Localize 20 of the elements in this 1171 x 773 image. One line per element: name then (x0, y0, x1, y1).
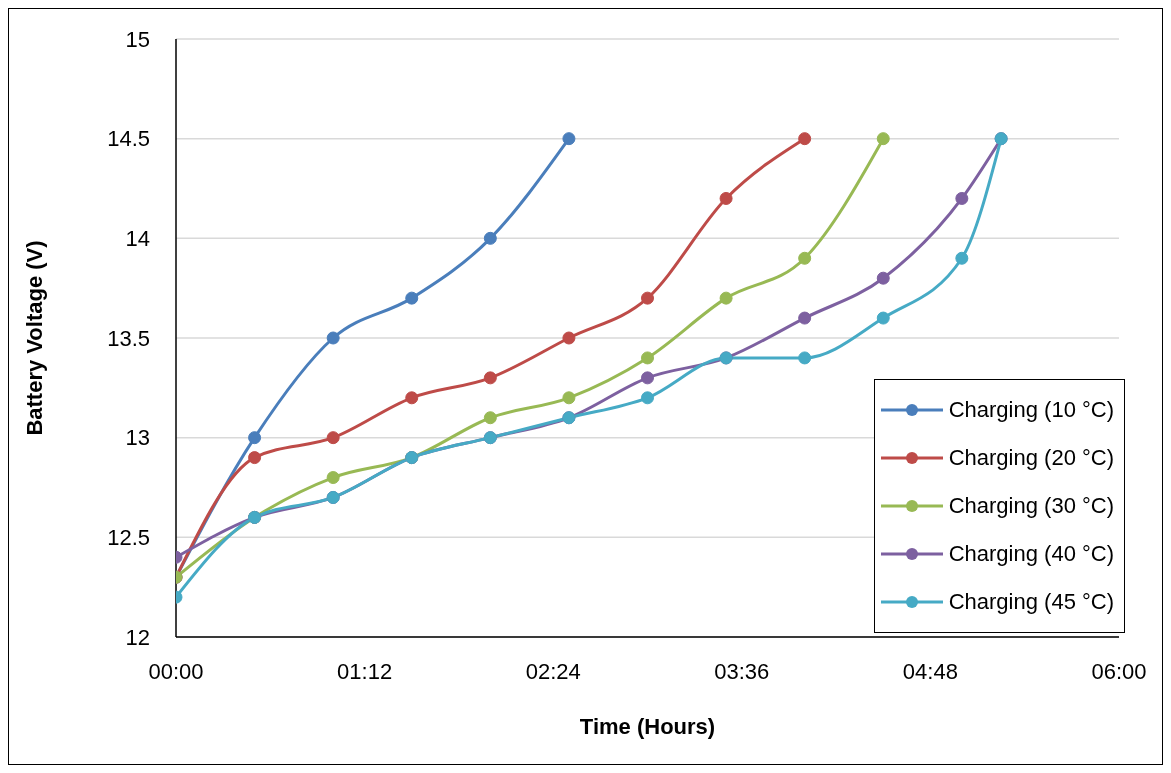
legend-label: Charging (20 °C) (948, 445, 1114, 471)
legend-label: Charging (30 °C) (948, 493, 1114, 519)
x-tick-label: 03:36 (714, 658, 770, 684)
x-axis-title: Time (Hours) (579, 714, 716, 739)
y-tick-label: 14.5 (107, 126, 150, 152)
y-tick-label: 12 (125, 624, 150, 650)
x-tick-label: 01:12 (337, 658, 393, 684)
y-tick-label: 14 (125, 226, 150, 252)
x-tick-label: 00:00 (148, 658, 204, 684)
x-tick-label: 06:00 (1091, 658, 1147, 684)
y-axis-title: Battery Voltage (V) (21, 240, 47, 436)
y-tick-label: 12.5 (107, 525, 150, 551)
legend-label: Charging (10 °C) (948, 397, 1114, 423)
y-tick-label: 13 (125, 425, 150, 451)
y-tick-label: 13.5 (107, 325, 150, 351)
legend-label: Charging (40 °C) (948, 541, 1114, 567)
legend-label: Charging (45 °C) (948, 589, 1114, 615)
x-tick-label: 04:48 (902, 658, 958, 684)
y-tick-label: 15 (125, 26, 150, 52)
x-tick-label: 02:24 (525, 658, 581, 684)
